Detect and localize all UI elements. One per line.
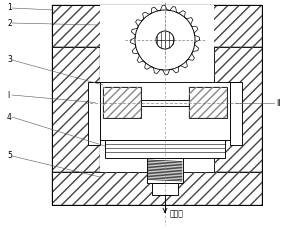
- Bar: [52, 5, 262, 47]
- Text: II: II: [276, 98, 281, 107]
- Bar: [52, 5, 262, 205]
- Text: 5: 5: [7, 152, 12, 161]
- Circle shape: [135, 10, 195, 70]
- Bar: [189, 87, 227, 118]
- Text: I: I: [7, 90, 9, 99]
- Bar: [103, 87, 141, 118]
- Bar: [103, 87, 141, 118]
- Text: 出油口: 出油口: [170, 210, 184, 218]
- Bar: [147, 158, 183, 183]
- Text: 2: 2: [7, 19, 12, 27]
- Bar: [52, 172, 262, 205]
- Bar: [230, 82, 242, 145]
- Circle shape: [156, 31, 174, 49]
- Bar: [100, 47, 214, 172]
- Bar: [105, 140, 225, 158]
- Bar: [52, 172, 262, 205]
- Bar: [141, 99, 189, 106]
- Bar: [88, 82, 100, 145]
- Bar: [214, 47, 262, 172]
- Bar: [52, 47, 100, 172]
- Bar: [152, 183, 178, 195]
- Text: 1: 1: [7, 3, 12, 13]
- Bar: [100, 5, 214, 57]
- Bar: [100, 82, 230, 140]
- Text: 4: 4: [7, 112, 12, 122]
- Bar: [214, 47, 262, 172]
- Bar: [189, 87, 227, 118]
- Bar: [52, 47, 100, 172]
- Text: 3: 3: [7, 55, 12, 65]
- Bar: [52, 5, 262, 47]
